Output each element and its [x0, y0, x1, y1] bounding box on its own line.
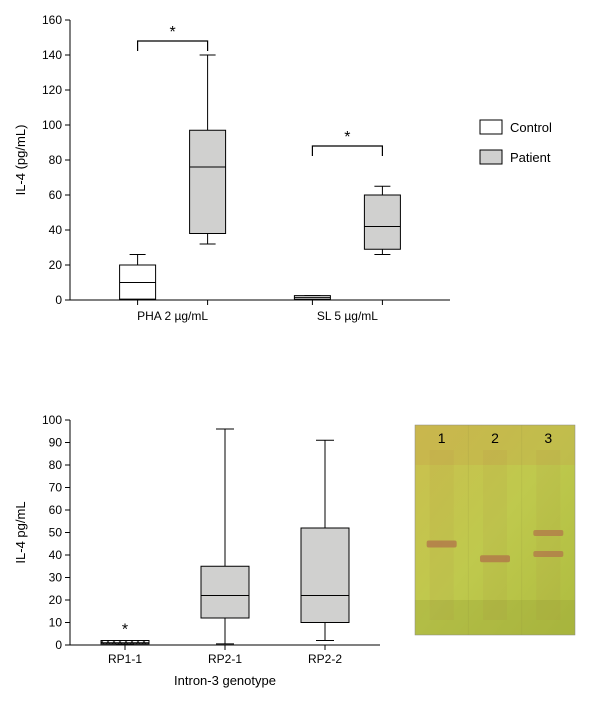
- ytick-label: 100: [42, 413, 62, 427]
- gel-lane-label: 1: [438, 430, 446, 446]
- ytick-label: 120: [42, 83, 62, 97]
- ytick-label: 30: [49, 571, 63, 585]
- ytick-label: 60: [49, 503, 63, 517]
- significance-star: *: [169, 24, 175, 41]
- ytick-label: 50: [49, 526, 63, 540]
- ytick-label: 90: [49, 436, 63, 450]
- legend: Control Patient: [480, 120, 552, 165]
- gel-band: [480, 555, 510, 562]
- gel-lane-label: 3: [544, 430, 552, 446]
- significance-bracket: [138, 41, 208, 51]
- x-category-label: SL 5 µg/mL: [317, 309, 378, 323]
- ytick-label: 20: [49, 593, 63, 607]
- x-axis-label: Intron-3 genotype: [174, 673, 276, 688]
- ytick-label: 40: [49, 223, 63, 237]
- figure-svg: 020406080100120140160IL-4 (pg/mL)PHA 2 µ…: [0, 0, 600, 708]
- significance-star: *: [122, 622, 128, 639]
- x-category-label: PHA 2 µg/mL: [137, 309, 208, 323]
- gel-band: [533, 530, 563, 536]
- legend-label: Control: [510, 120, 552, 135]
- ytick-label: 80: [49, 458, 63, 472]
- gel-band: [427, 541, 457, 548]
- y-axis-label: IL-4 pg/mL: [13, 501, 28, 563]
- boxplot-box: [190, 130, 226, 233]
- significance-bracket: [312, 146, 382, 156]
- legend-swatch: [480, 150, 502, 164]
- ytick-label: 40: [49, 548, 63, 562]
- x-category-label: RP2-2: [308, 652, 342, 666]
- y-axis-label: IL-4 (pg/mL): [13, 125, 28, 196]
- boxplot-box: [201, 566, 249, 618]
- gel-image: 1 2 3: [415, 425, 575, 635]
- ytick-label: 20: [49, 258, 63, 272]
- legend-swatch: [480, 120, 502, 134]
- boxplot-box: [101, 641, 149, 644]
- x-category-label: RP1-1: [108, 652, 142, 666]
- bottom-chart: 0 10 20 30 40 50 60 70 80 90 100 IL-4 pg/mL RP1-1 * RP…: [13, 413, 380, 688]
- gel-band: [533, 551, 563, 557]
- ytick-label: 160: [42, 13, 62, 27]
- ytick-label: 140: [42, 48, 62, 62]
- boxplot-box: [364, 195, 400, 249]
- boxplot-box: [301, 528, 349, 623]
- ytick-label: 10: [49, 616, 63, 630]
- ytick-label: 0: [55, 293, 62, 307]
- legend-label: Patient: [510, 150, 551, 165]
- ytick-label: 0: [55, 638, 62, 652]
- ytick-label: 100: [42, 118, 62, 132]
- x-category-label: RP2-1: [208, 652, 242, 666]
- ytick-label: 80: [49, 153, 63, 167]
- significance-star: *: [344, 129, 350, 146]
- gel-lane-label: 2: [491, 430, 499, 446]
- top-chart: 0 20 40 60 80 100 120 140 160 IL-4 (pg/mL) PHA 2 µ…: [13, 13, 450, 323]
- figure-panel: 020406080100120140160IL-4 (pg/mL)PHA 2 µ…: [0, 0, 600, 713]
- ytick-label: 60: [49, 188, 63, 202]
- ytick-label: 70: [49, 481, 63, 495]
